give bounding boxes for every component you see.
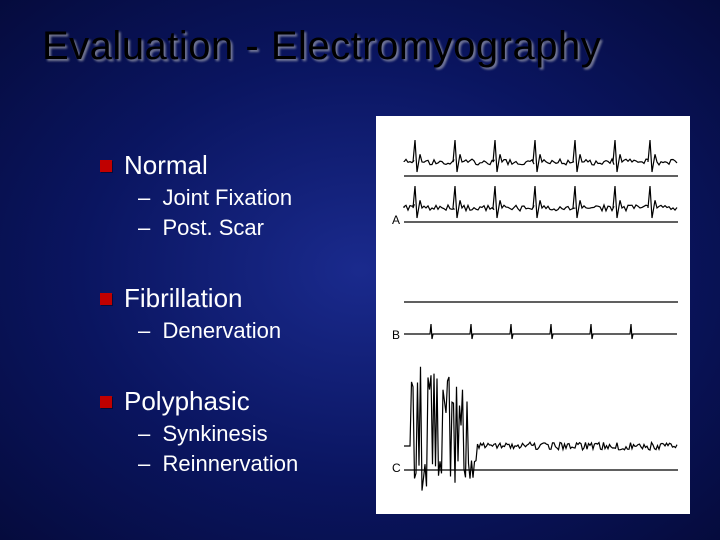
slide: Evaluation - Electromyography Normal – J… [0, 0, 720, 540]
square-bullet-icon [100, 160, 112, 172]
section-label: Normal [124, 150, 208, 181]
emg-figure: A B C [376, 116, 690, 514]
section-heading: Polyphasic [100, 386, 360, 417]
content-list: Normal – Joint Fixation – Post. Scar Fib… [100, 150, 360, 477]
svg-text:B: B [392, 328, 400, 342]
svg-text:A: A [392, 213, 400, 227]
square-bullet-icon [100, 293, 112, 305]
slide-title: Evaluation - Electromyography [42, 24, 700, 69]
section-label: Polyphasic [124, 386, 250, 417]
section-heading: Normal [100, 150, 360, 181]
section-fibrillation: Fibrillation – Denervation [100, 283, 360, 344]
svg-text:C: C [392, 461, 401, 475]
section-heading: Fibrillation [100, 283, 360, 314]
sub-item: – Joint Fixation [138, 185, 360, 211]
emg-traces-svg: A B C [376, 116, 690, 514]
sub-item: – Reinnervation [138, 451, 360, 477]
section-polyphasic: Polyphasic – Synkinesis – Reinnervation [100, 386, 360, 477]
sub-item: – Denervation [138, 318, 360, 344]
section-normal: Normal – Joint Fixation – Post. Scar [100, 150, 360, 241]
square-bullet-icon [100, 396, 112, 408]
sub-item: – Post. Scar [138, 215, 360, 241]
section-label: Fibrillation [124, 283, 243, 314]
sub-item: – Synkinesis [138, 421, 360, 447]
